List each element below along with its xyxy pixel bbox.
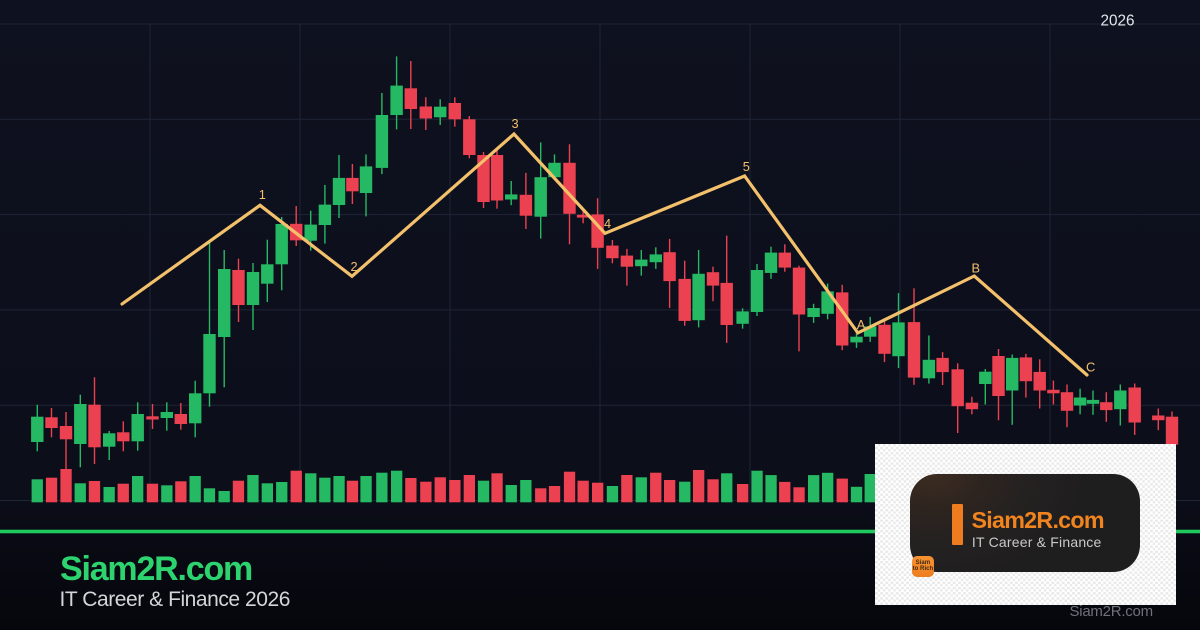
svg-text:B: B (972, 261, 981, 276)
svg-text:1: 1 (259, 187, 266, 202)
svg-text:A: A (857, 317, 866, 332)
svg-text:4: 4 (604, 216, 611, 231)
svg-text:2: 2 (351, 259, 358, 274)
svg-text:C: C (1086, 360, 1095, 375)
svg-text:2026: 2026 (1101, 12, 1135, 29)
svg-text:3: 3 (512, 116, 519, 131)
svg-text:5: 5 (743, 159, 750, 174)
